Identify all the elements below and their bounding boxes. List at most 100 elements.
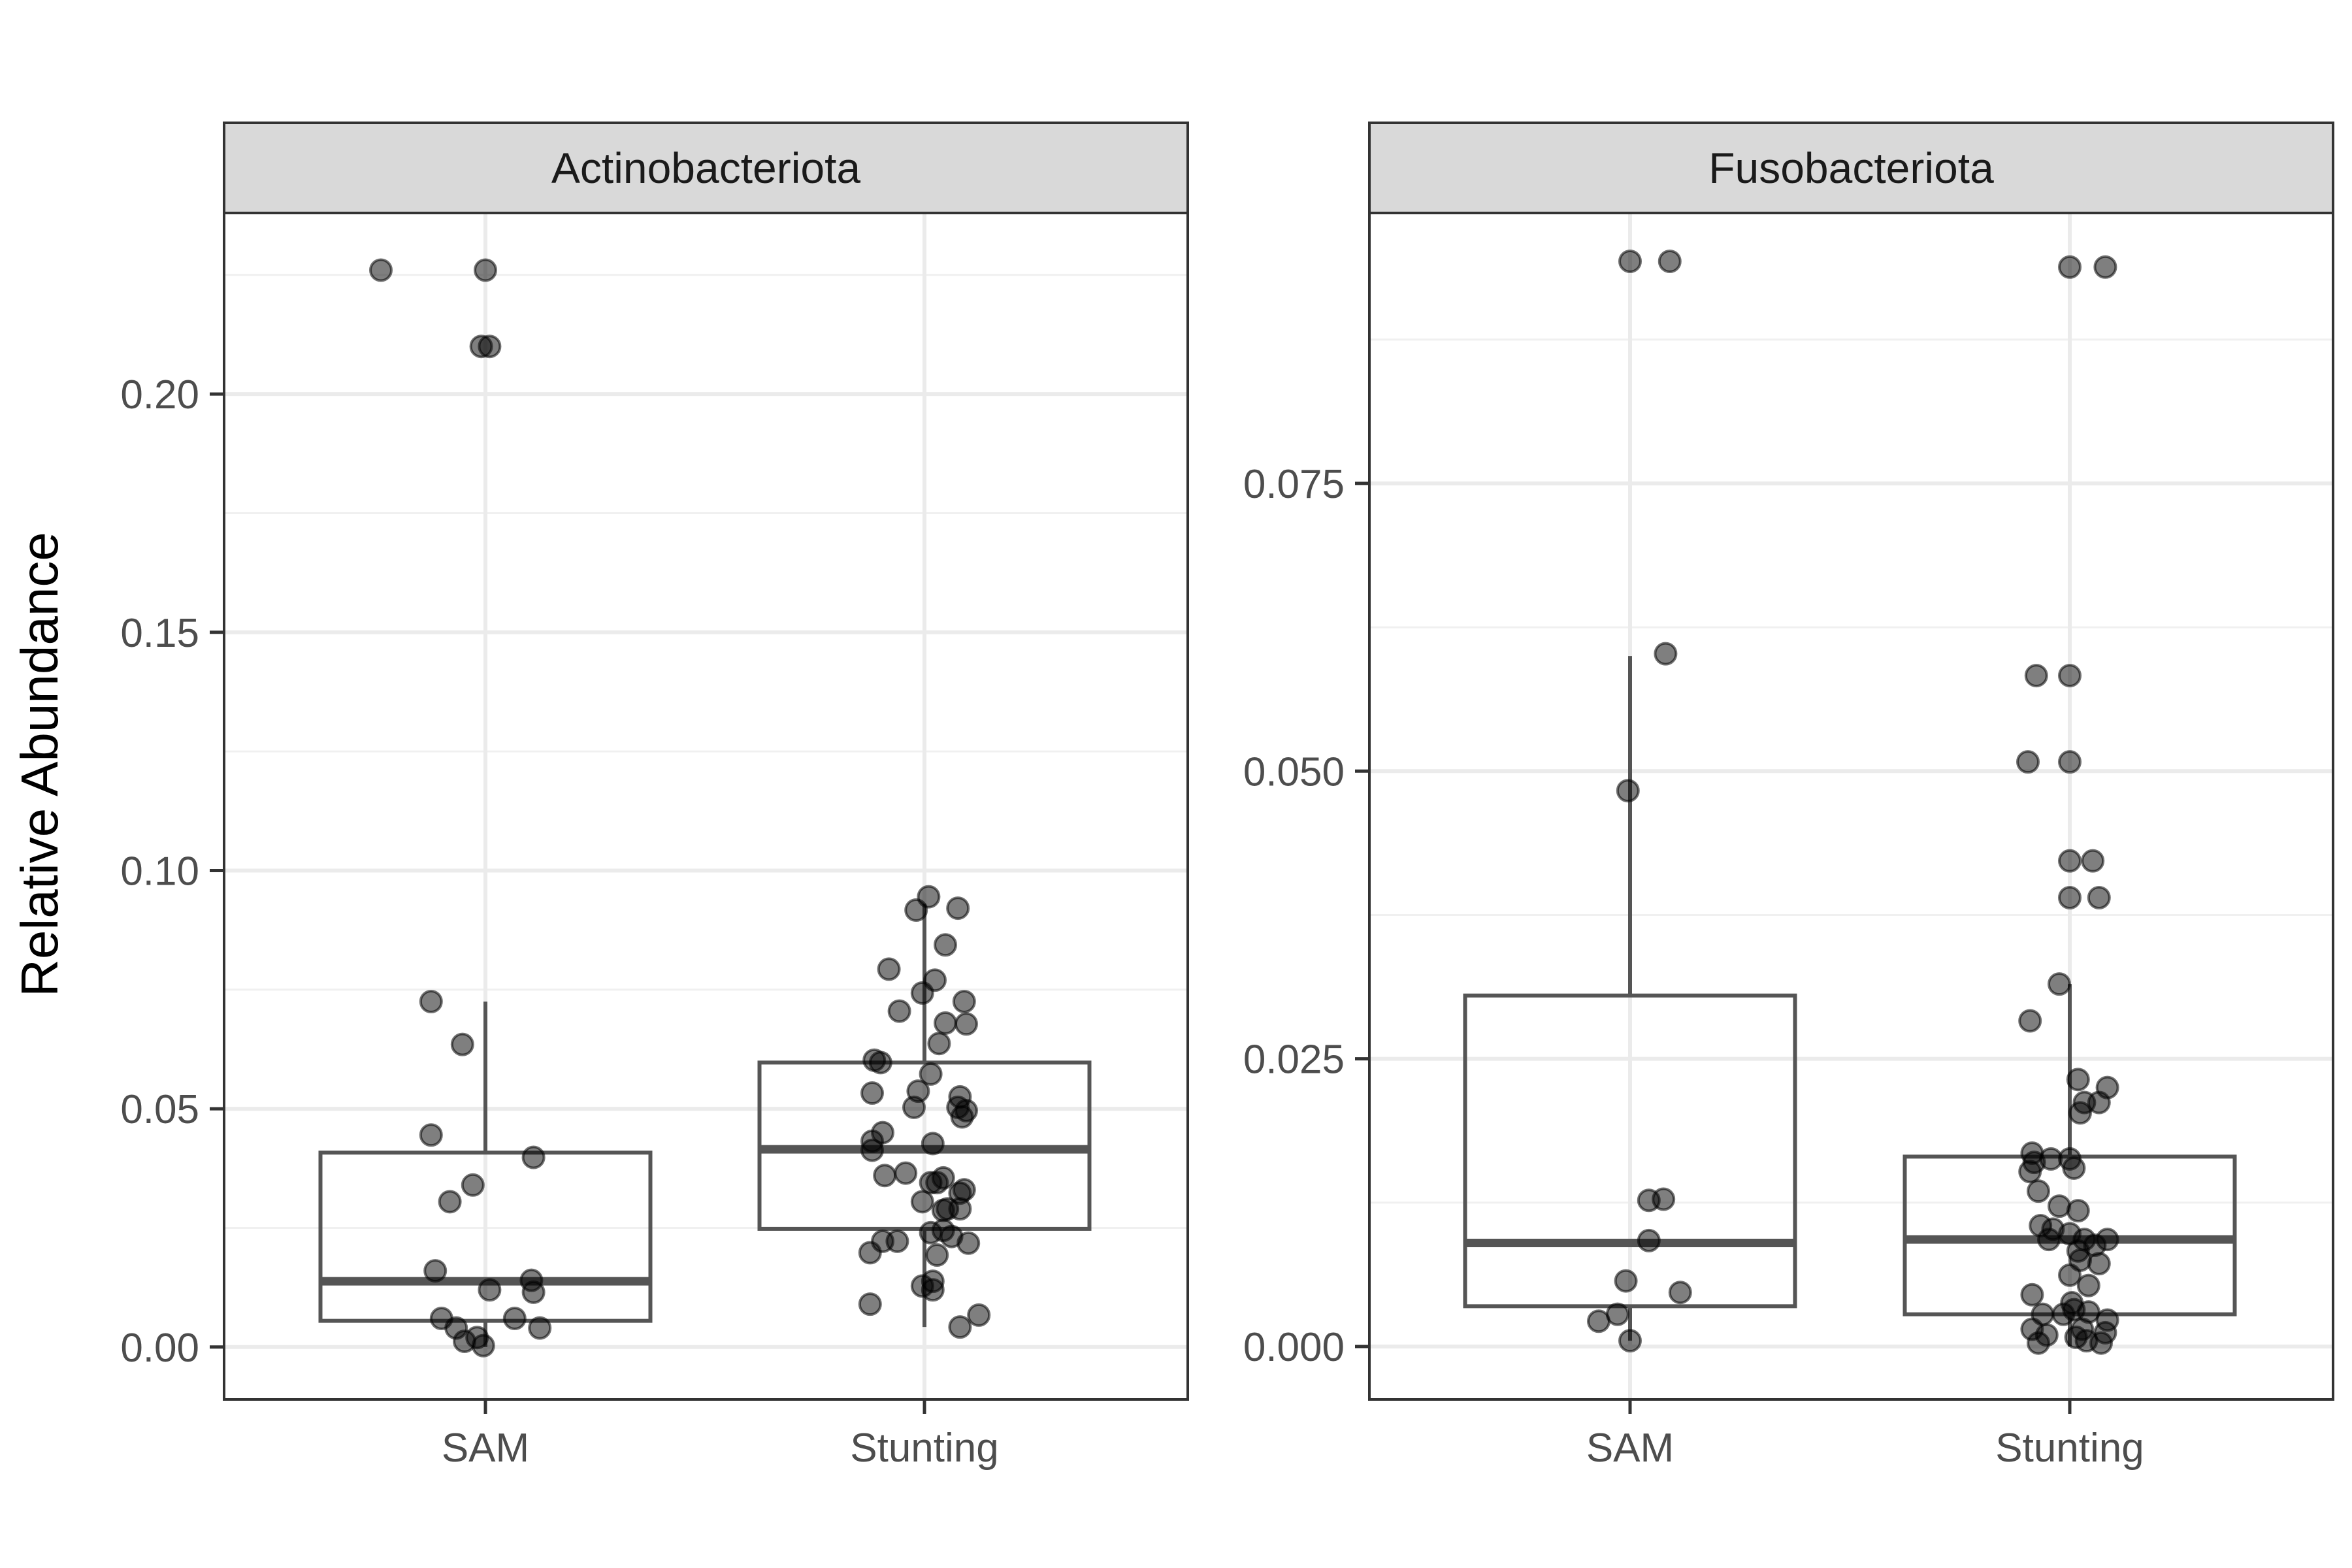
data-point xyxy=(2027,1179,2050,1203)
x-tick-label: SAM xyxy=(442,1426,529,1471)
y-tick-label: 0.20 xyxy=(120,372,199,417)
data-point xyxy=(2062,1156,2086,1180)
data-point xyxy=(2058,1263,2082,1287)
data-point xyxy=(1616,779,1640,803)
data-point xyxy=(1637,1228,1661,1252)
data-point xyxy=(925,1243,949,1267)
data-point xyxy=(1618,249,1642,273)
data-point xyxy=(1614,1269,1638,1293)
data-point xyxy=(2018,1160,2042,1184)
panel-actinobacteriota: Actinobacteriota 0.00 0.05 0.10 0.15 0.20 SAM S… xyxy=(120,122,1189,1471)
data-point xyxy=(902,1095,926,1119)
panel-background xyxy=(1369,213,2333,1399)
data-point xyxy=(2024,664,2048,688)
data-point xyxy=(860,1138,884,1162)
data-point xyxy=(2087,886,2111,910)
panel-background xyxy=(224,213,1188,1399)
data-point xyxy=(873,1164,897,1188)
data-point xyxy=(2027,1331,2050,1355)
data-point xyxy=(502,1307,527,1331)
y-tick-label: 0.15 xyxy=(120,611,199,656)
strip-title: Actinobacteriota xyxy=(551,144,861,192)
data-point xyxy=(877,957,901,981)
data-point xyxy=(858,1292,882,1316)
data-point xyxy=(438,1190,462,1214)
y-tick-label: 0.05 xyxy=(120,1087,199,1132)
data-point xyxy=(419,990,443,1014)
data-point xyxy=(478,335,502,359)
data-point xyxy=(948,1315,972,1339)
data-point xyxy=(1668,1281,1692,1305)
y-tick-label: 0.025 xyxy=(1243,1037,1345,1083)
data-point xyxy=(955,1012,978,1036)
data-point xyxy=(910,981,934,1005)
data-point xyxy=(1587,1309,1610,1333)
x-tick-label: Stunting xyxy=(850,1426,999,1471)
data-point xyxy=(2076,1273,2100,1298)
data-point xyxy=(927,1032,951,1056)
data-point xyxy=(910,1190,934,1214)
data-point xyxy=(2068,1101,2092,1125)
y-axis-label: Relative Abundance xyxy=(10,532,69,997)
data-point xyxy=(2093,1320,2117,1345)
data-point xyxy=(369,258,393,282)
box-sam xyxy=(1463,993,1797,1309)
data-point xyxy=(419,1123,443,1147)
strip-background xyxy=(223,122,1189,214)
data-point xyxy=(948,1197,972,1221)
x-tick-label: SAM xyxy=(1586,1426,1674,1471)
data-point xyxy=(2058,664,2082,688)
data-point xyxy=(860,1081,884,1105)
data-point xyxy=(1652,1187,1676,1211)
y-tick-label: 0.00 xyxy=(120,1326,199,1371)
data-point xyxy=(1658,249,1682,273)
y-tick-label: 0.10 xyxy=(120,849,199,894)
data-point xyxy=(2058,255,2082,279)
data-point xyxy=(2058,750,2082,774)
data-point xyxy=(925,1171,949,1195)
data-point xyxy=(2066,1068,2090,1092)
y-tick-label: 0.050 xyxy=(1243,749,1345,794)
strip-title: Fusobacteriota xyxy=(1708,144,1994,192)
data-point xyxy=(858,1241,882,1265)
data-point xyxy=(921,1278,945,1302)
data-point xyxy=(2018,1009,2042,1033)
data-point xyxy=(2037,1228,2061,1252)
data-point xyxy=(894,1161,918,1185)
data-point xyxy=(450,1032,474,1056)
box-sam xyxy=(318,1151,653,1323)
data-point xyxy=(2048,972,2071,996)
data-point xyxy=(868,1051,892,1075)
data-point xyxy=(887,999,911,1023)
data-point xyxy=(967,1303,991,1327)
data-point xyxy=(521,1145,546,1169)
data-point xyxy=(2048,1194,2071,1218)
data-point xyxy=(952,990,976,1014)
data-point xyxy=(478,1278,502,1302)
data-point xyxy=(2016,750,2040,774)
data-point xyxy=(1618,1329,1642,1353)
strip-background xyxy=(1368,122,2334,214)
data-point xyxy=(885,1229,909,1253)
data-point xyxy=(934,1011,957,1035)
data-point xyxy=(1654,642,1678,666)
y-tick-label: 0.000 xyxy=(1243,1325,1345,1370)
data-point xyxy=(474,258,497,282)
data-point xyxy=(934,933,957,957)
data-point xyxy=(2058,886,2082,910)
data-point xyxy=(2081,849,2105,873)
data-point xyxy=(471,1333,495,1358)
data-point xyxy=(528,1316,552,1340)
data-point xyxy=(423,1259,448,1283)
panel-fusobacteriota: Fusobacteriota 0.000 0.025 0.050 0.075 SAM Stu… xyxy=(1243,122,2334,1471)
data-point xyxy=(2093,255,2117,279)
data-point xyxy=(2087,1252,2111,1276)
data-point xyxy=(461,1173,485,1197)
data-point xyxy=(521,1280,546,1304)
data-point xyxy=(921,1132,945,1156)
x-tick-label: Stunting xyxy=(1995,1426,2144,1471)
data-point xyxy=(946,896,970,921)
data-point xyxy=(2058,849,2082,873)
data-point xyxy=(904,898,928,922)
